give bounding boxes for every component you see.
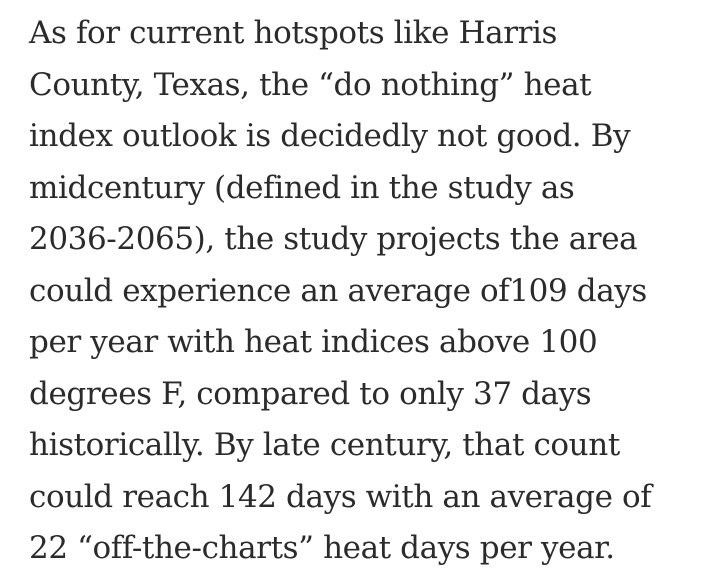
- paragraph-line: per year with heat indices above 100: [29, 324, 598, 360]
- paragraph-line: could experience an average of109 days: [29, 272, 647, 309]
- paragraph-line: County, Texas, the “do nothing” heat: [29, 66, 592, 103]
- article-paragraph: As for current hotspots like Harris Coun…: [29, 8, 701, 575]
- paragraph-line: 2036-2065), the study projects the area: [29, 221, 638, 257]
- paragraph-line: As for current hotspots like Harris: [29, 15, 558, 51]
- paragraph-line: degrees F, compared to only 37 days: [29, 375, 592, 412]
- paragraph-line: 22 “off-the-charts” heat days per year.: [29, 530, 615, 566]
- paragraph-line: midcentury (defined in the study as: [29, 169, 575, 206]
- paragraph-line: historically. By late century, that coun…: [29, 427, 620, 463]
- paragraph-line: index outlook is decidedly not good. By: [29, 118, 631, 154]
- paragraph-line: could reach 142 days with an average of: [29, 478, 652, 515]
